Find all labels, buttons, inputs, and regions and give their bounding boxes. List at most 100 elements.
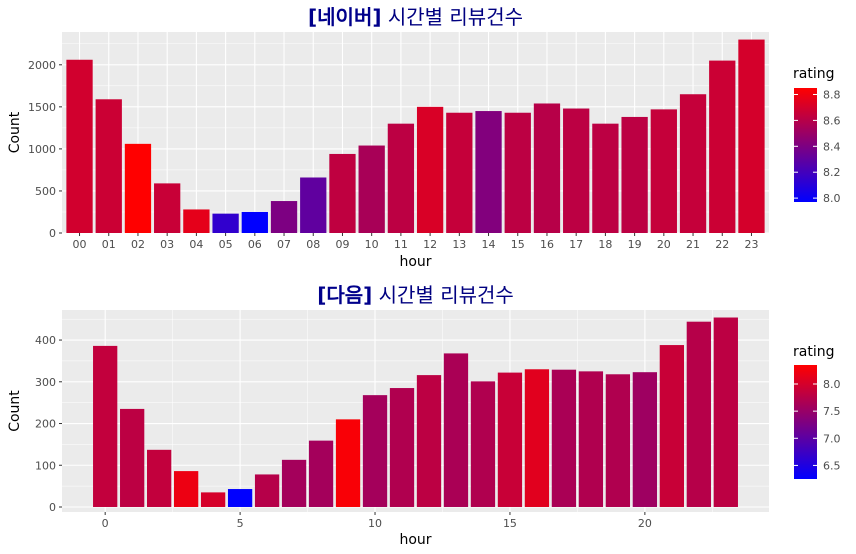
x-tick-label: 01 <box>102 238 116 251</box>
bar <box>389 388 415 507</box>
x-tick-label: 08 <box>306 238 320 251</box>
x-tick-label: 14 <box>482 238 496 251</box>
x-tick-label: 16 <box>540 238 554 251</box>
bar <box>679 94 707 233</box>
y-tick-label: 400 <box>35 334 56 347</box>
y-tick-label: 200 <box>35 418 56 431</box>
bar <box>592 123 619 233</box>
bar <box>270 201 298 233</box>
bar <box>254 474 280 507</box>
bar <box>183 209 210 233</box>
x-tick-label: 03 <box>160 238 174 251</box>
bar <box>154 183 181 233</box>
legend-break-label: 7.5 <box>823 405 841 418</box>
x-tick-label: 05 <box>219 238 233 251</box>
bar <box>281 459 307 507</box>
bar <box>738 39 765 234</box>
legend-colorbar <box>794 88 817 202</box>
y-tick-label: 500 <box>35 185 56 198</box>
bar <box>147 449 172 507</box>
bar <box>632 372 658 507</box>
bar <box>241 211 268 233</box>
x-tick-label: 11 <box>394 238 408 251</box>
bar <box>329 153 356 233</box>
legend-break-label: 7.0 <box>823 432 841 445</box>
bar <box>563 108 590 233</box>
x-tick-label: 12 <box>423 238 437 251</box>
bar <box>524 369 550 507</box>
chart-title-bracket: [네이버] <box>308 5 381 29</box>
bar <box>124 143 152 233</box>
bar <box>358 145 385 233</box>
x-tick-label: 07 <box>277 238 291 251</box>
bar <box>621 116 648 233</box>
y-tick-label: 0 <box>49 227 56 240</box>
chart-title: [다음] 시간별 리뷰건수 <box>317 283 514 307</box>
x-tick-label: 10 <box>368 517 382 530</box>
legend-colorbar <box>794 365 817 479</box>
x-tick-label: 06 <box>248 238 262 251</box>
bar <box>605 374 631 507</box>
y-tick-label: 0 <box>49 501 56 514</box>
y-tick-label: 1000 <box>28 143 56 156</box>
bar <box>650 109 677 233</box>
bar <box>335 419 361 507</box>
legend-break-label: 8.6 <box>823 114 841 127</box>
bar <box>95 99 122 233</box>
bar <box>533 103 561 234</box>
bar <box>659 345 684 507</box>
chart-title-text: 시간별 리뷰건수 <box>381 5 523 29</box>
x-axis-label: hour <box>399 254 431 270</box>
x-tick-label: 0 <box>102 517 109 530</box>
bar <box>387 123 415 233</box>
bar <box>66 59 93 233</box>
x-tick-label: 21 <box>686 238 700 251</box>
x-tick-label: 20 <box>638 517 652 530</box>
x-tick-label: 02 <box>131 238 145 251</box>
bar <box>443 353 469 507</box>
x-tick-label: 17 <box>569 238 583 251</box>
legend-break-label: 8.2 <box>823 166 841 179</box>
x-tick-label: 19 <box>628 238 642 251</box>
legend-title: rating <box>793 344 834 360</box>
x-tick-label: 04 <box>189 238 203 251</box>
chart-title-text: 시간별 리뷰건수 <box>372 283 514 307</box>
daum-chart: 0 100 200 300 400 0 5 10 15 20 hour Count [다음] 시간별 리… <box>7 283 841 548</box>
legend-break-label: 8.0 <box>823 192 841 205</box>
x-tick-label: 00 <box>73 238 87 251</box>
x-tick-label: 15 <box>511 238 525 251</box>
x-axis-label: hour <box>399 532 431 548</box>
y-tick-label: 1500 <box>28 101 56 114</box>
x-tick-label: 20 <box>657 238 671 251</box>
legend-title: rating <box>793 66 834 82</box>
legend-break-label: 6.5 <box>823 459 841 472</box>
y-tick-label: 300 <box>35 376 56 389</box>
naver-chart: 0 500 1000 1500 2000 00 01 02 03 04 05 06 07 08 09 10 11… <box>7 5 841 270</box>
bar <box>362 395 388 507</box>
x-tick-label: 22 <box>715 238 729 251</box>
bar <box>713 317 738 507</box>
bar <box>497 372 523 507</box>
bar <box>578 371 604 507</box>
bar <box>93 345 118 507</box>
x-tick-label: 09 <box>335 238 349 251</box>
legend-break-label: 8.8 <box>823 88 841 101</box>
bar <box>308 440 334 507</box>
y-tick-label: 2000 <box>28 59 56 72</box>
x-tick-label: 18 <box>598 238 612 251</box>
bar <box>416 106 444 233</box>
x-tick-label: 23 <box>744 238 758 251</box>
bar <box>173 471 199 507</box>
bar <box>200 492 226 507</box>
bar <box>470 381 496 507</box>
x-tick-label: 15 <box>503 517 517 530</box>
x-tick-label: 5 <box>237 517 244 530</box>
x-tick-label: 13 <box>452 238 466 251</box>
bar <box>504 112 531 233</box>
legend-break-label: 8.4 <box>823 140 841 153</box>
bar <box>551 369 577 507</box>
chart-title: [네이버] 시간별 리뷰건수 <box>308 5 523 29</box>
y-axis-label: Count <box>7 390 23 432</box>
